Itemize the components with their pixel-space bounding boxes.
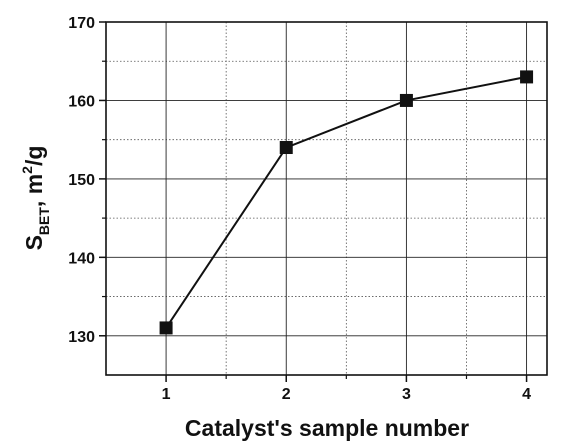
y-label-mid: , m: [21, 174, 47, 207]
x-axis-label: Catalyst's sample number: [185, 415, 469, 441]
plot-frame: [105, 21, 548, 376]
y-axis-label: SBET, m2/g: [19, 146, 52, 251]
y-tick-label: 160: [68, 93, 95, 110]
y-label-sub: BET: [36, 207, 52, 235]
y-tick-label: 170: [68, 15, 95, 32]
y-tick-label: 130: [68, 329, 95, 346]
marker: [279, 141, 293, 155]
x-tick-label: 2: [282, 386, 291, 403]
data-line: [165, 75, 527, 329]
y-tick-label: 150: [68, 172, 95, 189]
x-tick-label: 3: [402, 386, 411, 403]
marker: [399, 93, 413, 107]
marker: [520, 70, 534, 84]
x-tick-label: 4: [522, 386, 531, 403]
y-label-end: /g: [21, 146, 47, 166]
marker: [159, 321, 173, 335]
x-tick-label: 1: [162, 386, 171, 403]
y-label-sup: 2: [19, 166, 35, 174]
y-label-main: S: [21, 235, 47, 250]
y-tick-label: 140: [68, 250, 95, 267]
